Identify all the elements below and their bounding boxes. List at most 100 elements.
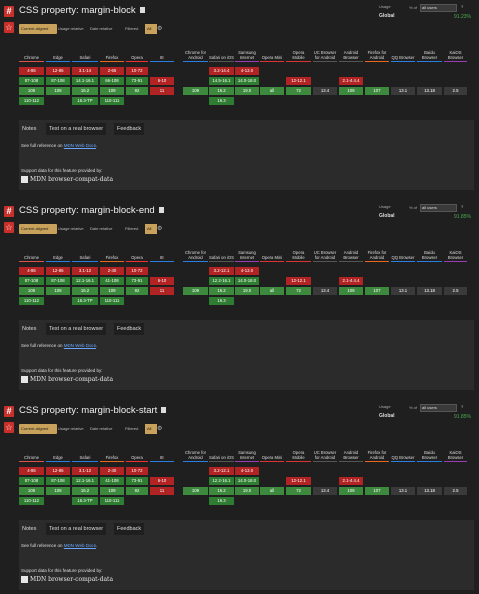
view-tab[interactable]: Filtered [125, 426, 139, 431]
support-cell[interactable]: 109 [46, 287, 70, 295]
support-cell[interactable]: 3.1-12 [72, 467, 98, 475]
support-cell[interactable]: 109 [19, 287, 44, 295]
support-cell[interactable]: all [260, 87, 284, 95]
support-cell[interactable]: 11 [150, 287, 174, 295]
usage-user-select[interactable]: all users [420, 404, 457, 412]
feature-hash-icon[interactable]: # [4, 6, 14, 17]
mdn-docs-link[interactable]: MDN Web Docs [63, 343, 96, 348]
support-cell[interactable]: 87-108 [19, 77, 44, 85]
support-cell[interactable]: 110-112 [19, 297, 44, 305]
support-cell[interactable]: 92 [126, 487, 148, 495]
info-tab[interactable]: Notes [19, 123, 40, 135]
support-cell[interactable]: 87-108 [19, 477, 44, 485]
support-cell[interactable]: 109 [19, 487, 44, 495]
info-tab[interactable]: Notes [19, 523, 40, 535]
feature-hash-icon[interactable]: # [4, 406, 14, 417]
view-tab[interactable]: All [145, 224, 157, 234]
support-cell[interactable]: 6-10 [150, 277, 174, 285]
support-cell[interactable]: 13.18 [417, 287, 442, 295]
support-cell[interactable]: 3.1-14 [72, 67, 98, 75]
support-cell[interactable]: 107 [365, 87, 389, 95]
support-cell[interactable]: 16.2 [209, 287, 234, 295]
support-cell[interactable]: 12.1-16.1 [72, 477, 98, 485]
support-cell[interactable]: 14.0-18.0 [235, 277, 259, 285]
support-cell[interactable]: 2-40 [100, 267, 124, 275]
support-cell[interactable]: 19.0 [235, 87, 259, 95]
info-tab[interactable]: Feedback [114, 523, 145, 535]
mdn-docs-link[interactable]: MDN Web Docs [63, 543, 96, 548]
support-cell[interactable]: 14.0-18.0 [235, 77, 259, 85]
view-tab[interactable]: Date relative [90, 226, 113, 231]
support-cell[interactable]: 2.5 [444, 87, 467, 95]
support-cell[interactable]: 2.5 [444, 287, 467, 295]
support-cell[interactable]: 72 [286, 287, 311, 295]
support-cell[interactable]: 16.2 [209, 87, 234, 95]
usage-user-select[interactable]: all users [420, 4, 457, 12]
support-cell[interactable]: 109 [100, 287, 124, 295]
info-tab[interactable]: Notes [19, 323, 40, 335]
support-cell[interactable]: 11 [150, 487, 174, 495]
support-cell[interactable]: 12-12.1 [286, 77, 311, 85]
view-tab[interactable]: Date relative [90, 26, 113, 31]
support-cell[interactable]: 12-86 [46, 267, 70, 275]
support-cell[interactable]: 12.1-16.1 [72, 277, 98, 285]
support-cell[interactable]: 16.3-TP [72, 497, 98, 505]
view-tab[interactable]: Current aligned [19, 24, 57, 34]
support-cell[interactable]: 2.1-4.4.4 [339, 277, 363, 285]
support-cell[interactable]: 109 [19, 87, 44, 95]
support-cell[interactable]: 109 [46, 487, 70, 495]
support-cell[interactable]: 4-13.0 [235, 467, 259, 475]
support-cell[interactable]: 4-86 [19, 67, 44, 75]
support-cell[interactable]: 3.2-12.1 [209, 467, 234, 475]
support-cell[interactable]: 73-91 [126, 277, 148, 285]
support-cell[interactable]: 13.4 [313, 287, 337, 295]
support-cell[interactable]: 13.4 [313, 87, 337, 95]
support-cell[interactable]: 72 [286, 487, 311, 495]
view-tab[interactable]: Current aligned [19, 224, 57, 234]
support-cell[interactable]: 4-86 [19, 467, 44, 475]
support-cell[interactable]: 2.1-4.4.4 [339, 77, 363, 85]
support-cell[interactable]: 14.5-16.1 [209, 77, 234, 85]
support-cell[interactable]: 16.3 [209, 297, 234, 305]
support-cell[interactable]: 109 [339, 287, 363, 295]
support-cell[interactable]: 6-10 [150, 477, 174, 485]
support-cell[interactable]: 73-91 [126, 77, 148, 85]
support-cell[interactable]: 10-72 [126, 67, 148, 75]
support-cell[interactable]: 87-108 [46, 77, 70, 85]
support-cell[interactable]: 12-12.1 [286, 277, 311, 285]
info-tab[interactable]: Feedback [114, 123, 145, 135]
support-cell[interactable]: 16.2 [72, 87, 98, 95]
support-cell[interactable]: 72 [286, 87, 311, 95]
support-cell[interactable]: all [260, 287, 284, 295]
support-cell[interactable]: 41-108 [100, 277, 124, 285]
support-cell[interactable]: 13.1 [391, 87, 415, 95]
mdn-credit[interactable]: MDN browser-compat-data [21, 376, 113, 383]
support-cell[interactable]: 109 [100, 87, 124, 95]
support-cell[interactable]: all [260, 487, 284, 495]
usage-user-select[interactable]: all users [420, 204, 457, 212]
support-cell[interactable]: 12.2-16.1 [209, 277, 234, 285]
gear-icon[interactable]: ⚙ [157, 226, 163, 232]
support-cell[interactable]: 110-111 [100, 297, 124, 305]
support-cell[interactable]: 10-72 [126, 267, 148, 275]
view-tab[interactable]: Filtered [125, 26, 139, 31]
view-tab[interactable]: All [145, 24, 157, 34]
view-tab[interactable]: All [145, 424, 157, 434]
view-tab[interactable]: Date relative [90, 426, 113, 431]
support-cell[interactable]: 14.0-18.0 [235, 477, 259, 485]
view-tab[interactable]: Filtered [125, 226, 139, 231]
support-cell[interactable]: 2-65 [100, 67, 124, 75]
gear-icon[interactable]: ⚙ [157, 26, 163, 32]
info-tab[interactable]: Test on a real browser [46, 523, 107, 535]
info-tab[interactable]: Test on a real browser [46, 323, 107, 335]
support-cell[interactable]: 10-72 [126, 467, 148, 475]
support-cell[interactable]: 2.5 [444, 487, 467, 495]
support-cell[interactable]: 109 [183, 87, 208, 95]
star-icon[interactable]: ☆ [4, 422, 14, 433]
support-cell[interactable]: 16.3 [209, 497, 234, 505]
star-icon[interactable]: ☆ [4, 22, 14, 33]
support-cell[interactable]: 109 [339, 87, 363, 95]
star-icon[interactable]: ☆ [4, 222, 14, 233]
support-cell[interactable]: 73-91 [126, 477, 148, 485]
support-cell[interactable]: 109 [46, 87, 70, 95]
